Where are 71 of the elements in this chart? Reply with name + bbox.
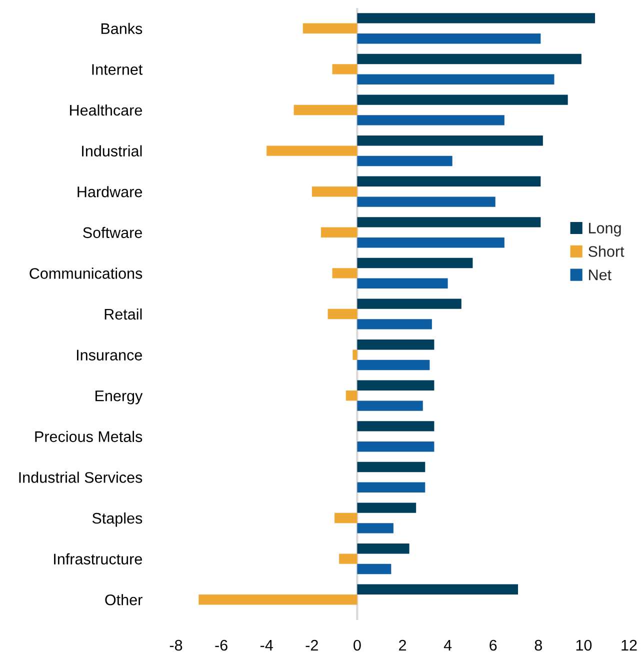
bar [357,278,448,288]
y-tick-label: Infrastructure [54,553,142,564]
bar [332,64,358,74]
bar [357,34,541,44]
bar [357,442,434,452]
x-tick-label: -6 [215,640,228,651]
bar [357,176,541,186]
y-tick-label: Precious Metals [35,430,142,442]
bar [357,340,434,350]
bar [357,523,394,534]
x-tick-label: 12 [622,640,637,651]
bar [357,13,596,24]
y-tick-label: Energy [96,390,143,404]
bar [332,268,358,278]
x-tick-label: 10 [576,640,592,651]
y-tick-label: Other [105,594,142,606]
x-tick-label: -4 [260,640,273,651]
y-tick-label: Industrial [82,145,142,156]
bar [357,196,496,207]
x-tick-label: 8 [534,640,542,651]
bar [357,502,416,513]
legend-label: Net [589,270,612,280]
x-tick-label: -8 [170,640,182,651]
bar [357,217,541,228]
bar [328,308,358,320]
legend-label: Long [589,222,621,237]
bar [320,227,358,238]
bar [346,390,358,401]
bar [302,23,358,34]
y-tick-label: Software [83,226,142,238]
bar [357,564,392,574]
y-tick-label: Industrial Services [19,472,142,483]
y-tick-label: Communications [30,268,142,279]
y-tick-label: Insurance [76,350,142,360]
x-tick-label: 2 [399,640,406,651]
bar [357,156,452,166]
bar [357,136,543,146]
legend-label: Short [588,246,624,257]
x-tick-label: 4 [444,640,452,651]
x-tick-label: 0 [354,640,361,651]
y-tick-label: Internet [92,64,143,75]
bar [357,584,518,594]
bar [339,554,358,564]
bar [357,380,434,390]
bar [357,115,504,126]
y-tick-label: Hardware [78,186,142,198]
bar [357,400,423,411]
bar [357,94,568,105]
bar [357,298,462,309]
bar [357,360,430,370]
x-tick-label: -2 [306,640,318,651]
bar [357,238,504,248]
bar [357,421,434,432]
x-tick-label: 6 [490,640,497,651]
bar [357,258,473,268]
bar [357,319,432,330]
bar [312,186,358,197]
bar [357,54,582,64]
bar [352,350,358,360]
bar [266,146,358,156]
bar [357,74,554,84]
bar [357,462,426,472]
bar [198,594,358,605]
y-tick-label: Healthcare [70,104,142,116]
bar [357,482,426,492]
bar [294,104,358,116]
y-tick-label: Retail [104,308,142,320]
bar [334,512,358,524]
y-tick-label: Banks [101,22,142,34]
bar [357,544,410,554]
y-tick-label: Staples [92,512,142,527]
